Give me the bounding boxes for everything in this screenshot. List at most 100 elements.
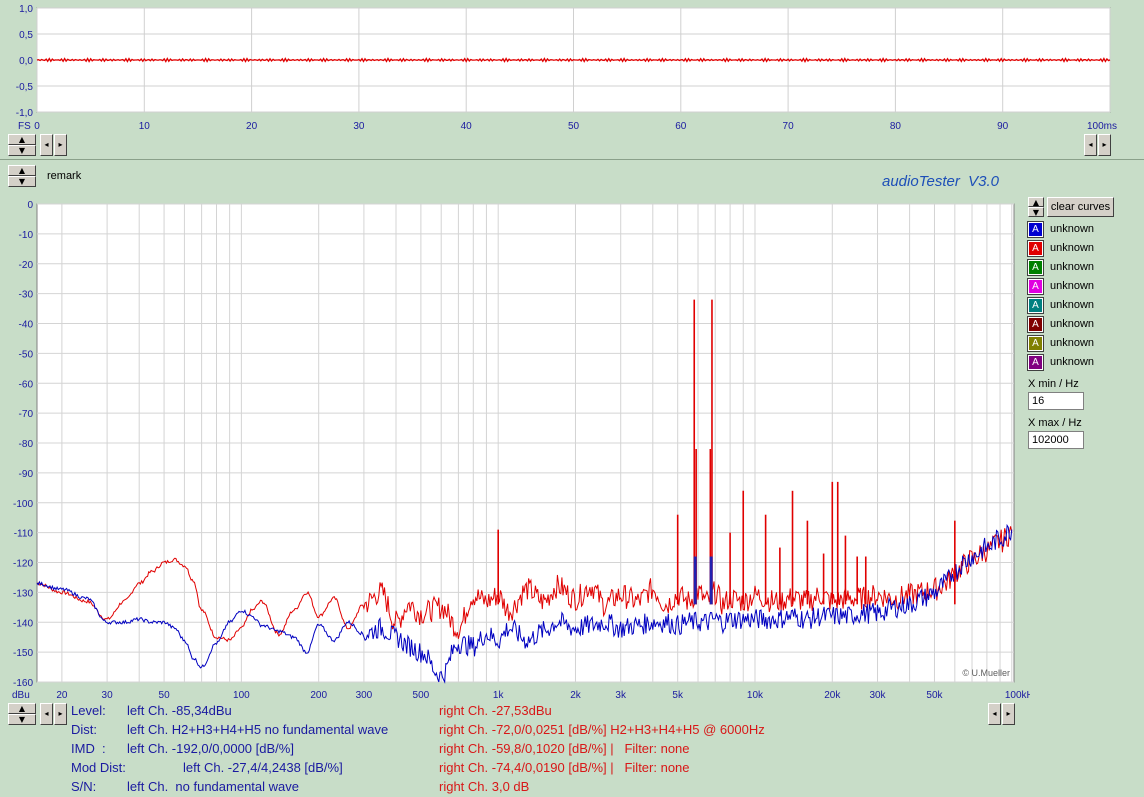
spectrum-x-tick-label: 3k xyxy=(615,690,627,701)
legend-label: unknown xyxy=(1050,223,1095,235)
legend-color-swatch[interactable]: A xyxy=(1027,278,1044,295)
spectrum-y-tick-label: -40 xyxy=(19,320,34,331)
scope-x-tick-label: 100ms xyxy=(1087,121,1117,132)
spectrum-y-tick-label: -150 xyxy=(13,648,33,659)
remark-down-button[interactable]: ▼ xyxy=(8,176,36,187)
legend-label: unknown xyxy=(1050,356,1095,368)
spectrum-series-left xyxy=(36,523,1013,684)
imd-left: left Ch. -192,0/0,0000 [dB/%] xyxy=(127,741,294,756)
scope-x-tick-label: 40 xyxy=(461,121,473,132)
legend-color-swatch[interactable]: A xyxy=(1027,316,1044,333)
curves-up-button[interactable]: ▲ xyxy=(1028,197,1044,207)
legend-label: unknown xyxy=(1050,280,1095,292)
spectrum-y-tick-label: -110 xyxy=(14,529,34,540)
legend-label: unknown xyxy=(1050,299,1095,311)
spectrum-pan-left-button[interactable]: ◂ xyxy=(988,703,1001,725)
spectrum-zoom-down-button[interactable]: ▼ xyxy=(8,714,36,725)
scope-x-tick-label: 10 xyxy=(139,121,151,132)
xmin-input[interactable] xyxy=(1028,392,1084,410)
legend-label: unknown xyxy=(1050,318,1095,330)
level-left: left Ch. -85,34dBu xyxy=(127,703,232,718)
legend-color-swatch[interactable]: A xyxy=(1027,335,1044,352)
spectrum-y-tick-label: -140 xyxy=(13,618,33,629)
scope-x-tick-label: 60 xyxy=(675,121,687,132)
legend-color-swatch[interactable]: A xyxy=(1027,240,1044,257)
scope-y-tick-label: -1,0 xyxy=(16,108,34,119)
spectrum-x-tick-label: 30k xyxy=(869,690,886,701)
legend-label: unknown xyxy=(1050,242,1095,254)
scope-x-tick-label: 80 xyxy=(890,121,902,132)
remark-label: remark xyxy=(47,170,82,182)
spectrum-x-tick-label: 20 xyxy=(56,690,68,701)
scope-zoom-up-button[interactable]: ▲ xyxy=(8,134,36,145)
spectrum-x-tick-label: 500 xyxy=(413,690,430,701)
scope-x-tick-label: 0 xyxy=(34,121,40,132)
spectrum-y-tick-label: -20 xyxy=(19,260,34,271)
spectrum-y-tick-label: -160 xyxy=(13,678,33,689)
scope-scroll-left-button[interactable]: ◂ xyxy=(40,134,53,156)
scope-x-tick-label: 30 xyxy=(353,121,365,132)
scope-y-tick-label: 0,0 xyxy=(19,56,33,67)
dist-label: Dist: xyxy=(71,722,97,737)
spectrum-x-tick-label: 20k xyxy=(824,690,841,701)
imd-label: IMD : xyxy=(71,741,106,756)
spectrum-x-tick-label: 10k xyxy=(747,690,764,701)
scope-y-tick-label: 0,5 xyxy=(19,30,33,41)
mod-dist-right: right Ch. -74,4/0,0190 [dB/%] | Filter: … xyxy=(439,760,690,775)
legend-color-swatch[interactable]: A xyxy=(1027,221,1044,238)
sn-label: S/N: xyxy=(71,779,97,794)
scope-x-tick-label: 50 xyxy=(568,121,580,132)
spectrum-scroll-left-button[interactable]: ◂ xyxy=(40,703,53,725)
legend-color-swatch[interactable]: A xyxy=(1027,297,1044,314)
scope-x-tick-label: 70 xyxy=(783,121,795,132)
legend-label: unknown xyxy=(1050,337,1095,349)
divider xyxy=(0,159,1144,160)
level-right: right Ch. -27,53dBu xyxy=(439,703,552,718)
scope-x-tick-label: 90 xyxy=(997,121,1009,132)
spectrum-y-tick-label: 0 xyxy=(27,200,33,211)
level-label: Level: xyxy=(71,703,106,718)
spectrum-x-tick-label: 1k xyxy=(493,690,505,701)
scope-y-tick-label: 1,0 xyxy=(19,4,33,15)
spectrum-y-tick-label: -120 xyxy=(13,559,33,570)
spectrum-y-tick-label: -70 xyxy=(19,409,34,420)
spectrum-y-tick-label: -30 xyxy=(19,290,34,301)
scope-y-tick-label: -0,5 xyxy=(16,82,34,93)
spectrum-pan-right-button[interactable]: ▸ xyxy=(1002,703,1015,725)
spectrum-zoom-up-button[interactable]: ▲ xyxy=(8,703,36,714)
imd-right: right Ch. -59,8/0,1020 [dB/%] | Filter: … xyxy=(439,741,690,756)
spectrum-scroll-right-button[interactable]: ▸ xyxy=(54,703,67,725)
spectrum-x-tick-label: 2k xyxy=(570,690,582,701)
legend-color-swatch[interactable]: A xyxy=(1027,354,1044,371)
curves-down-button[interactable]: ▼ xyxy=(1028,207,1044,217)
scope-waveform xyxy=(36,57,1111,64)
spectrum-x-tick-label: 50 xyxy=(159,690,171,701)
spectrum-x-tick-label: 100 xyxy=(233,690,250,701)
spectrum-y-tick-label: -90 xyxy=(19,469,34,480)
xmax-input[interactable] xyxy=(1028,431,1084,449)
spectrum-x-tick-label: 5k xyxy=(672,690,684,701)
spectrum-x-tick-label: 200 xyxy=(310,690,327,701)
scope-zoom-down-button[interactable]: ▼ xyxy=(8,145,36,156)
legend-color-swatch[interactable]: A xyxy=(1027,259,1044,276)
scope-pan-left-button[interactable]: ◂ xyxy=(1084,134,1097,156)
remark-up-button[interactable]: ▲ xyxy=(8,165,36,176)
spectrum-plot: 0 -10 -20 -30 -40 -50 -60 -70 -80 -90 -100 -110 -120… xyxy=(12,200,1030,701)
scope-pan-right-button[interactable]: ▸ xyxy=(1098,134,1111,156)
xmin-label: X min / Hz xyxy=(1028,378,1079,390)
scope-scroll-right-button[interactable]: ▸ xyxy=(54,134,67,156)
clear-curves-button[interactable]: clear curves xyxy=(1047,197,1114,217)
scope-unit-label: FS xyxy=(18,121,31,132)
app-title: audioTester V3.0 xyxy=(882,173,1000,190)
legend-label: unknown xyxy=(1050,261,1095,273)
scope-x-tick-label: 20 xyxy=(246,121,258,132)
spectrum-y-tick-label: -100 xyxy=(13,499,33,510)
spectrum-y-unit-label: dBu xyxy=(12,690,30,701)
mod-dist-left: left Ch. -27,4/4,2438 [dB/%] xyxy=(183,760,343,775)
spectrum-y-tick-label: -80 xyxy=(19,439,34,450)
spectrum-y-tick-label: -10 xyxy=(19,230,34,241)
spectrum-x-tick-label: 300 xyxy=(356,690,373,701)
spectrum-y-tick-label: -60 xyxy=(19,379,34,390)
oscilloscope-plot: 1,0 0,5 0,0 -0,5 -1,00 10 20 30 40 50 60 70 80 90 100m… xyxy=(16,4,1117,132)
dist-left: left Ch. H2+H3+H4+H5 no fundamental wave xyxy=(127,722,389,737)
